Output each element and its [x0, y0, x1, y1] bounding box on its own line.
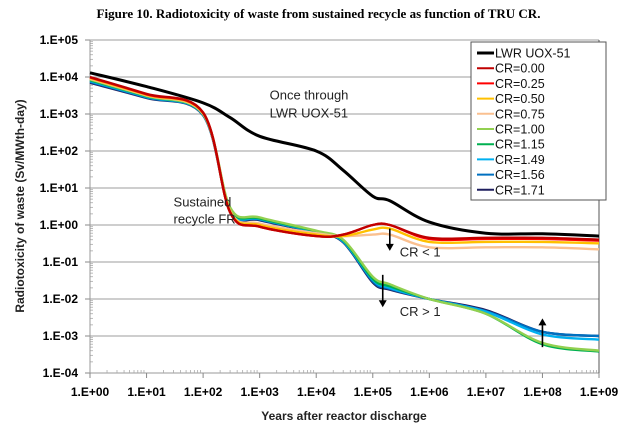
- x-tick-label: 1.E+03: [240, 385, 279, 399]
- y-tick-label: 1.E-02: [43, 292, 79, 306]
- x-tick-label: 1.E+04: [297, 385, 336, 399]
- y-tick-label: 1.E+03: [40, 107, 79, 121]
- annotation-text: recycle FR: [174, 211, 236, 226]
- legend-label: CR=0.50: [495, 92, 545, 106]
- y-tick-label: 1.E+05: [40, 33, 79, 47]
- arrow-up-icon: [538, 318, 547, 326]
- annotation-text: CR < 1: [400, 245, 441, 260]
- y-tick-label: 1.E-04: [43, 366, 79, 380]
- x-tick-label: 1.E+01: [127, 385, 166, 399]
- legend-label: CR=1.49: [495, 153, 545, 167]
- annotation-text: Once through: [270, 87, 349, 102]
- axes: 1.E+05 1.E+04 1.E+03 1.E+02 1.E+01 1.E+00 1.E-…: [40, 33, 619, 399]
- x-tick-label: 1.E+02: [184, 385, 223, 399]
- legend-label: LWR UOX-51: [495, 47, 571, 61]
- arrow-down-icon: [385, 243, 394, 251]
- legend-label: CR=0.75: [495, 107, 545, 121]
- annotations: Once through LWR UOX-51 Sustained recycle F…: [174, 87, 547, 348]
- x-tick-label: 1.E+07: [467, 385, 506, 399]
- x-tick-label: 1.E+00: [71, 385, 110, 399]
- y-tick-label: 1.E+02: [40, 144, 79, 158]
- arrow-down-icon: [378, 300, 387, 308]
- legend-label: CR=0.25: [495, 77, 545, 91]
- y-tick-label: 1.E+00: [40, 218, 79, 232]
- annotation-text: Sustained: [174, 194, 232, 209]
- figure-title: Figure 10. Radiotoxicity of waste from s…: [96, 6, 541, 21]
- y-tick-label: 1.E-01: [43, 255, 79, 269]
- x-tick-label: 1.E+06: [410, 385, 449, 399]
- series-line-lwr-uox-51: [89, 71, 600, 238]
- y-tick-label: 1.E-03: [43, 329, 79, 343]
- legend-label: CR=1.15: [495, 138, 545, 152]
- annotation-text: CR > 1: [400, 304, 441, 319]
- legend-label: CR=1.56: [495, 168, 545, 182]
- annotation-text: LWR UOX-51: [270, 106, 349, 121]
- series-lines: [89, 71, 600, 353]
- x-tick-label: 1.E+05: [354, 385, 393, 399]
- y-axis-label: Radiotoxicity of waste (Sv/MWth-day): [13, 99, 27, 312]
- y-tick-label: 1.E+01: [40, 181, 79, 195]
- y-tick-label: 1.E+04: [40, 70, 79, 84]
- x-tick-label: 1.E+08: [523, 385, 562, 399]
- legend-label: CR=1.00: [495, 123, 545, 137]
- x-tick-label: 1.E+09: [580, 385, 619, 399]
- legend-label: CR=0.00: [495, 62, 545, 76]
- legend-label: CR=1.71: [495, 183, 545, 197]
- x-axis-label: Years after reactor discharge: [261, 409, 427, 423]
- series-line-cr-0-00: [89, 75, 600, 241]
